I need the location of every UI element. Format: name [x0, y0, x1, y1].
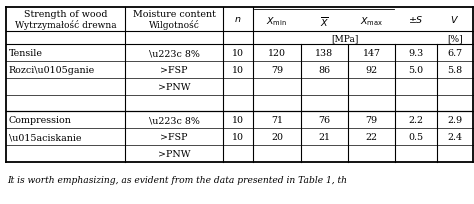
- Text: 86: 86: [318, 65, 330, 74]
- Text: 120: 120: [268, 49, 286, 58]
- Text: 10: 10: [232, 65, 244, 74]
- Text: >PNW: >PNW: [158, 82, 190, 91]
- Text: 21: 21: [318, 132, 330, 141]
- Text: 2.4: 2.4: [447, 132, 463, 141]
- Text: \u223c 8%: \u223c 8%: [148, 49, 200, 58]
- Text: Wytrzymałość drewna: Wytrzymałość drewna: [15, 20, 116, 30]
- Text: Wilgotność: Wilgotność: [148, 20, 200, 30]
- Text: Moisture content: Moisture content: [133, 10, 215, 19]
- Text: 76: 76: [318, 116, 330, 125]
- Text: 6.7: 6.7: [447, 49, 463, 58]
- Text: $V$: $V$: [450, 14, 459, 25]
- Text: 79: 79: [271, 65, 283, 74]
- Text: $X_{\mathrm{min}}$: $X_{\mathrm{min}}$: [266, 16, 287, 28]
- Text: $\pm S$: $\pm S$: [408, 14, 424, 25]
- Text: 9.3: 9.3: [409, 49, 424, 58]
- Text: 79: 79: [365, 116, 378, 125]
- Text: Tensile: Tensile: [9, 49, 43, 58]
- Text: >FSP: >FSP: [160, 132, 188, 141]
- Text: \u015aciskanie: \u015aciskanie: [9, 132, 81, 141]
- Text: 10: 10: [232, 132, 244, 141]
- Text: $n$: $n$: [234, 16, 242, 24]
- Text: 92: 92: [365, 65, 378, 74]
- Text: [MPa]: [MPa]: [331, 34, 359, 43]
- Text: Compression: Compression: [9, 116, 72, 125]
- Text: 10: 10: [232, 116, 244, 125]
- Text: 2.2: 2.2: [409, 116, 424, 125]
- Text: 71: 71: [271, 116, 283, 125]
- Text: [%]: [%]: [447, 34, 463, 43]
- Text: Strength of wood: Strength of wood: [24, 10, 107, 19]
- Text: 5.0: 5.0: [409, 65, 424, 74]
- Text: 138: 138: [315, 49, 333, 58]
- Text: 2.9: 2.9: [447, 116, 463, 125]
- Text: Rozci\u0105ganie: Rozci\u0105ganie: [9, 65, 95, 74]
- Text: 22: 22: [365, 132, 377, 141]
- Text: $\overline{X}$: $\overline{X}$: [319, 15, 329, 29]
- Text: >FSP: >FSP: [160, 65, 188, 74]
- Text: 0.5: 0.5: [409, 132, 424, 141]
- Text: 20: 20: [271, 132, 283, 141]
- Text: \u223c 8%: \u223c 8%: [148, 116, 200, 125]
- Text: It is worth emphasizing, as evident from the data presented in Table 1, th: It is worth emphasizing, as evident from…: [7, 175, 347, 184]
- Text: $X_{\mathrm{max}}$: $X_{\mathrm{max}}$: [360, 16, 383, 28]
- Text: 10: 10: [232, 49, 244, 58]
- Text: 147: 147: [363, 49, 381, 58]
- Text: 5.8: 5.8: [447, 65, 463, 74]
- Text: >PNW: >PNW: [158, 149, 190, 158]
